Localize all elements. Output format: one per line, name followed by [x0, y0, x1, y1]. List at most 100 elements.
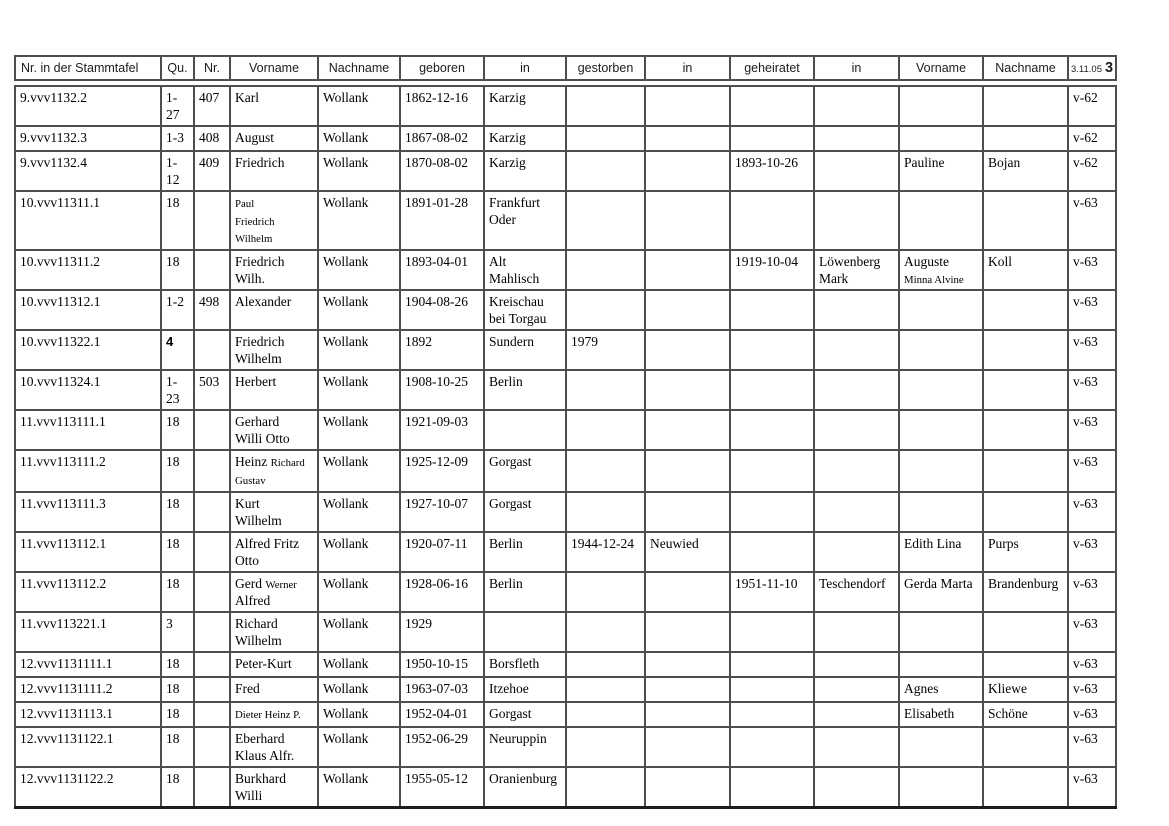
cell-qu: 1-2: [160, 289, 195, 332]
cell-partner_nachname: [982, 125, 1069, 152]
cell-partner_nachname: Brandenburg: [982, 570, 1069, 614]
cell-ref: v-62: [1067, 85, 1117, 127]
cell-geheiratet: 1893-10-26: [729, 150, 815, 192]
cell-partner_vorname: [898, 190, 984, 251]
col-header-partner_nachname: Nachname: [982, 55, 1069, 81]
cell-ref: v-63: [1067, 701, 1117, 729]
cell-geboren_in: Berlin: [483, 570, 567, 614]
cell-geboren_in: Gorgast: [483, 490, 567, 533]
cell-partner_vorname: [898, 726, 984, 769]
cell-geheiratet: 1951-11-10: [729, 570, 815, 614]
cell-vorname: Heinz Richard Gustav: [229, 449, 319, 493]
text-segment: Auguste: [904, 253, 949, 269]
cell-qu: 18: [160, 490, 195, 533]
cell-geboren_in: [483, 611, 567, 654]
cell-nachname: Wollank: [317, 570, 401, 614]
cell-nr: [193, 248, 231, 292]
cell-geboren: 1950-10-15: [399, 651, 485, 679]
cell-partner_vorname: [898, 85, 984, 127]
cell-qu: 3: [160, 611, 195, 654]
cell-partner_nachname: [982, 369, 1069, 412]
cell-gestorben_in: [644, 676, 731, 704]
cell-nr: [193, 611, 231, 654]
cell-gestorben: [565, 570, 646, 614]
cell-geheiratet: [729, 651, 815, 679]
cell-gestorben_in: [644, 409, 731, 452]
cell-gestorben: [565, 726, 646, 769]
cell-partner_vorname: Agnes: [898, 676, 984, 704]
cell-geboren_in: Frankfurt Oder: [483, 190, 567, 251]
table-row: 12.vvv1131111.2 18 Fred Wollank 1963-07-03 It…: [14, 676, 1117, 704]
cell-geboren: 1904-08-26: [399, 289, 485, 332]
cell-ref: v-63: [1067, 409, 1117, 452]
cell-nr: [193, 651, 231, 679]
table-row: 10.vvv11311.1 18 Paul Friedrich Wilhelm Wol…: [14, 190, 1117, 251]
cell-nr: 409: [193, 150, 231, 192]
cell-geboren: 1963-07-03: [399, 676, 485, 704]
cell-id: 12.vvv1131113.1: [14, 701, 162, 729]
cell-gestorben_in: [644, 190, 731, 251]
cell-gestorben_in: [644, 449, 731, 493]
cell-geheiratet: [729, 329, 815, 372]
cell-qu: 18: [160, 570, 195, 614]
cell-geboren: 1927-10-07: [399, 490, 485, 533]
header-table: Nr. in der Stammtafel Qu. Nr. Vorname Nachna…: [14, 55, 1117, 81]
cell-geboren: 1908-10-25: [399, 369, 485, 412]
table-row: 10.vvv11312.1 1-2 498 Alexander Wollank 1904-…: [14, 289, 1117, 332]
cell-nr: 503: [193, 369, 231, 412]
cell-gestorben: [565, 676, 646, 704]
cell-geboren_in: Oranienburg: [483, 766, 567, 809]
cell-geboren_in: [483, 409, 567, 452]
cell-partner_vorname: [898, 490, 984, 533]
cell-qu: 18: [160, 530, 195, 573]
genealogy-table-sheet: Nr. in der Stammtafel Qu. Nr. Vorname Nachna…: [14, 55, 1117, 810]
cell-vorname: Gerd Werner Alfred: [229, 570, 319, 614]
cell-nr: [193, 409, 231, 452]
cell-geheiratet_in: [813, 611, 900, 654]
cell-partner_vorname: [898, 409, 984, 452]
cell-vorname: Kurt Wilhelm: [229, 490, 319, 533]
cell-gestorben: [565, 766, 646, 809]
cell-ref: v-63: [1067, 490, 1117, 533]
table-row: 9.vvv1132.4 1-12 409 Friedrich Wollank 1870-0…: [14, 150, 1117, 192]
cell-gestorben: 1979: [565, 329, 646, 372]
cell-geheiratet_in: [813, 85, 900, 127]
text-segment: Gerd: [235, 575, 266, 591]
col-header-id: Nr. in der Stammtafel: [14, 55, 162, 81]
cell-geboren_in: Alt Mahlisch: [483, 248, 567, 292]
cell-vorname: Richard Wilhelm: [229, 611, 319, 654]
cell-partner_vorname: Auguste Minna Alvine: [898, 248, 984, 292]
cell-gestorben_in: [644, 570, 731, 614]
cell-gestorben: 1944-12-24: [565, 530, 646, 573]
col-header-geheiratet_in: in: [813, 55, 900, 81]
cell-qu: 18: [160, 676, 195, 704]
cell-id: 10.vvv11311.2: [14, 248, 162, 292]
text-segment: Heinz: [235, 454, 271, 470]
cell-nr: [193, 676, 231, 704]
table-row: 9.vvv1132.3 1-3 408 August Wollank 1867-08-02…: [14, 125, 1117, 152]
cell-partner_vorname: [898, 289, 984, 332]
table-row: 10.vvv11322.1 4 Friedrich Wilhelm Wollank 18…: [14, 329, 1117, 372]
cell-ref: v-63: [1067, 369, 1117, 412]
cell-ref: v-63: [1067, 248, 1117, 292]
cell-gestorben: [565, 490, 646, 533]
cell-geheiratet_in: [813, 190, 900, 251]
cell-nachname: Wollank: [317, 125, 401, 152]
cell-gestorben_in: [644, 248, 731, 292]
cell-id: 10.vvv11311.1: [14, 190, 162, 251]
col-header-qu: Qu.: [160, 55, 195, 81]
cell-qu: 18: [160, 651, 195, 679]
col-header-partner_vorname: Vorname: [898, 55, 984, 81]
cell-gestorben_in: [644, 150, 731, 192]
cell-gestorben_in: [644, 766, 731, 809]
cell-geheiratet: [729, 676, 815, 704]
cell-geboren_in: Kreischau bei Torgau: [483, 289, 567, 332]
cell-ref: v-62: [1067, 125, 1117, 152]
cell-geheiratet_in: [813, 289, 900, 332]
cell-ref: v-63: [1067, 766, 1117, 809]
table-row: 12.vvv1131122.2 18 Burkhard Willi Wollank 19…: [14, 766, 1117, 809]
cell-geheiratet_in: [813, 369, 900, 412]
cell-nr: [193, 490, 231, 533]
cell-geboren_in: Sundern: [483, 329, 567, 372]
cell-geboren: 1862-12-16: [399, 85, 485, 127]
